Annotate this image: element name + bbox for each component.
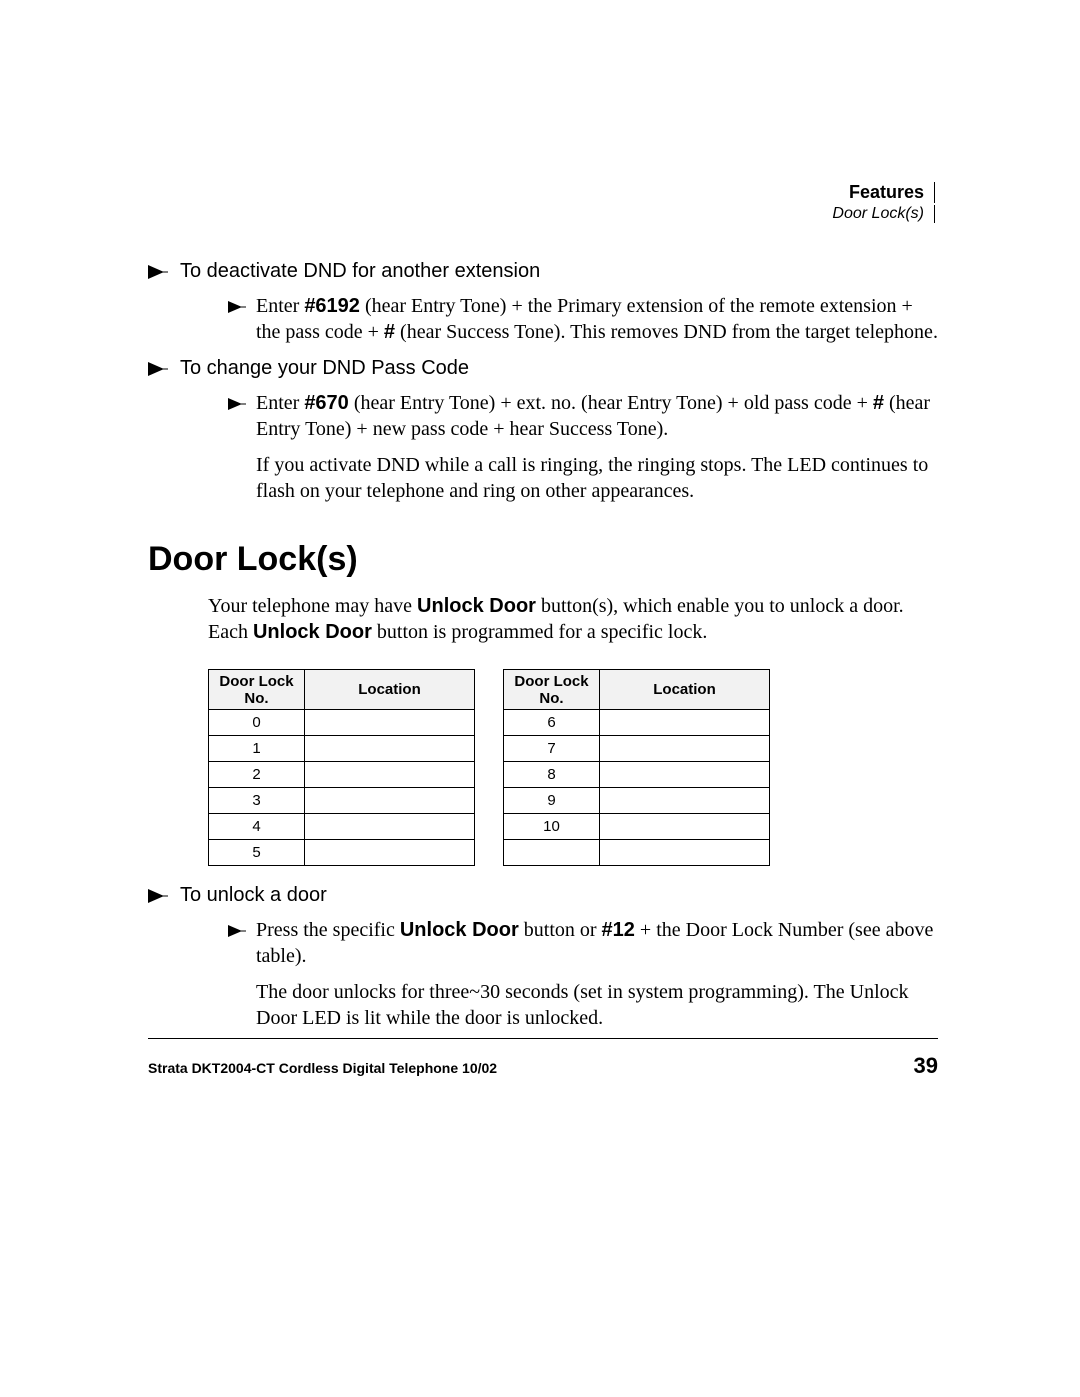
running-header: Features Door Lock(s): [832, 182, 935, 223]
procedure-step: Enter #670 (hear Entry Tone) + ext. no. …: [228, 390, 938, 442]
arrow-icon: [228, 293, 256, 345]
arrow-icon: [228, 917, 256, 969]
button-name: Unlock Door: [417, 595, 536, 617]
table-cell: [305, 762, 475, 788]
table-cell: 6: [504, 710, 600, 736]
hash-symbol: #: [873, 392, 884, 414]
content-area: To deactivate DND for another extension …: [148, 248, 938, 1041]
table-cell: 2: [209, 762, 305, 788]
procedure-step: Press the specific Unlock Door button or…: [228, 917, 938, 969]
table-cell: 5: [209, 840, 305, 866]
table-cell: [504, 840, 600, 866]
table-cell: [600, 736, 770, 762]
button-name: Unlock Door: [400, 919, 519, 941]
door-lock-tables: Door LockNo. Location 0 1 2 3 4 5 Door L…: [208, 669, 938, 866]
section-title: Door Lock(s): [148, 540, 938, 579]
table-header-num: Door LockNo.: [209, 670, 305, 710]
procedure-step: Enter #6192 (hear Entry Tone) + the Prim…: [228, 293, 938, 345]
dial-code: #12: [602, 919, 635, 941]
procedure-heading: To deactivate DND for another extension: [148, 260, 938, 283]
procedure-title: To unlock a door: [180, 884, 327, 907]
hash-symbol: #: [384, 321, 395, 343]
section-intro: Your telephone may have Unlock Door butt…: [208, 593, 938, 645]
page-number: 39: [914, 1053, 938, 1079]
table-cell: [600, 840, 770, 866]
arrow-icon: [148, 260, 180, 283]
table-cell: 8: [504, 762, 600, 788]
page-footer: Strata DKT2004-CT Cordless Digital Telep…: [148, 1038, 938, 1079]
step-text: Enter #670 (hear Entry Tone) + ext. no. …: [256, 390, 938, 442]
table-cell: [305, 710, 475, 736]
door-lock-table-right: Door LockNo. Location 6 7 8 9 10: [503, 669, 770, 866]
dial-code: #670: [304, 392, 349, 414]
step-text: Press the specific Unlock Door button or…: [256, 917, 938, 969]
button-name: Unlock Door: [253, 621, 372, 643]
table-cell: 10: [504, 814, 600, 840]
procedure-note: The door unlocks for three~30 seconds (s…: [256, 979, 938, 1031]
table-cell: 3: [209, 788, 305, 814]
procedure-heading: To change your DND Pass Code: [148, 357, 938, 380]
page: Features Door Lock(s) To deactivate DND …: [0, 0, 1080, 1397]
table-cell: [600, 762, 770, 788]
table-header-loc: Location: [600, 670, 770, 710]
header-section: Features: [832, 182, 935, 203]
arrow-icon: [148, 884, 180, 907]
footer-doc-title: Strata DKT2004-CT Cordless Digital Telep…: [148, 1060, 497, 1076]
table-cell: 0: [209, 710, 305, 736]
table-cell: 7: [504, 736, 600, 762]
header-subsection: Door Lock(s): [832, 205, 935, 223]
step-text: Enter #6192 (hear Entry Tone) + the Prim…: [256, 293, 938, 345]
table-cell: 9: [504, 788, 600, 814]
arrow-icon: [148, 357, 180, 380]
table-cell: 4: [209, 814, 305, 840]
table-cell: [305, 736, 475, 762]
procedure-title: To deactivate DND for another extension: [180, 260, 540, 283]
door-lock-table-left: Door LockNo. Location 0 1 2 3 4 5: [208, 669, 475, 866]
table-header-num: Door LockNo.: [504, 670, 600, 710]
table-cell: [305, 788, 475, 814]
procedure-title: To change your DND Pass Code: [180, 357, 469, 380]
table-cell: [600, 788, 770, 814]
table-cell: 1: [209, 736, 305, 762]
table-cell: [600, 814, 770, 840]
table-cell: [305, 840, 475, 866]
table-header-loc: Location: [305, 670, 475, 710]
dial-code: #6192: [304, 295, 360, 317]
arrow-icon: [228, 390, 256, 442]
table-cell: [600, 710, 770, 736]
table-cell: [305, 814, 475, 840]
procedure-heading: To unlock a door: [148, 884, 938, 907]
procedure-note: If you activate DND while a call is ring…: [256, 452, 938, 504]
